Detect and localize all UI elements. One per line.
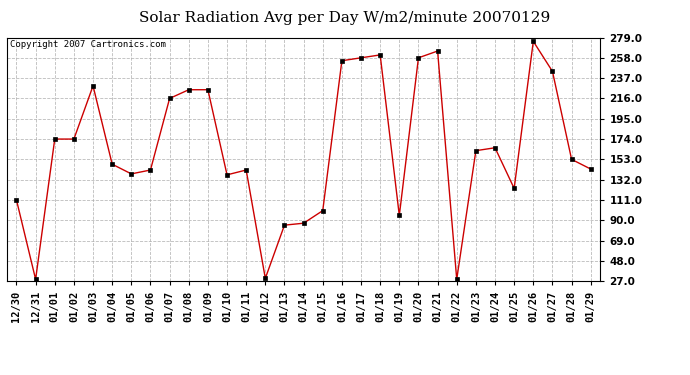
- Text: Copyright 2007 Cartronics.com: Copyright 2007 Cartronics.com: [10, 40, 166, 49]
- Text: Solar Radiation Avg per Day W/m2/minute 20070129: Solar Radiation Avg per Day W/m2/minute …: [139, 11, 551, 25]
